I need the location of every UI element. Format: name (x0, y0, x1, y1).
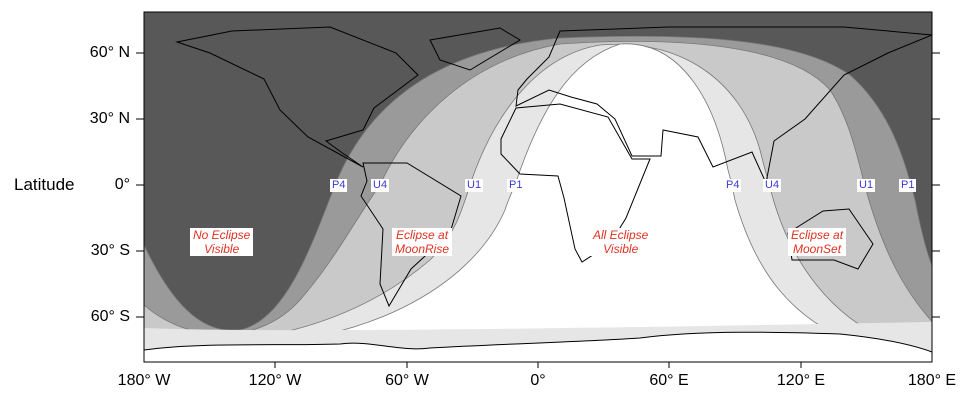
region-label-line: Eclipse at (791, 228, 844, 242)
region-label-line: Visible (603, 242, 639, 256)
australia-outline (787, 208, 874, 270)
region-label-no-eclipse: No Eclipse Visible (190, 228, 254, 256)
curve-label-p4-east: P4 (724, 179, 742, 192)
region-label-moonset: Eclipse at MoonSet (788, 228, 847, 256)
coastlines (175, 26, 932, 308)
north-america-outline (175, 26, 419, 168)
axis-ticks (136, 52, 940, 368)
region-label-line: All Eclipse (593, 228, 649, 242)
lat-tick-0: 0° (114, 176, 130, 193)
region-label-all-eclipse: All Eclipse Visible (590, 228, 652, 256)
lon-tick-60e: 60° E (649, 372, 689, 389)
south-america-outline (360, 162, 462, 308)
curve-label-p4-west: P4 (330, 179, 348, 192)
curve-label-p1-west: P1 (507, 179, 525, 192)
lat-tick-30s: 30° S (90, 242, 130, 259)
lon-tick-180w: 180° W (117, 372, 171, 389)
eurasia-outline (515, 26, 932, 185)
lat-tick-30n: 30° N (89, 110, 130, 127)
curve-label-u1-east: U1 (857, 179, 876, 192)
region-label-line: MoonRise (395, 242, 450, 256)
region-label-line: Eclipse at (396, 228, 449, 242)
lon-tick-60w: 60° W (385, 372, 429, 389)
curve-label-u4-west: U4 (371, 179, 390, 192)
y-axis-title: Latitude (14, 175, 75, 194)
greenland-outline (429, 27, 521, 71)
region-label-line: No Eclipse (193, 228, 251, 242)
region-label-line: Visible (204, 242, 240, 256)
region-label-line: MoonSet (793, 242, 842, 256)
lon-tick-0: 0° (530, 372, 546, 389)
lon-tick-120e: 120° E (776, 372, 826, 389)
all-eclipse-region (208, 43, 901, 362)
lon-tick-180e: 180° E (907, 372, 957, 389)
region-label-moonrise: Eclipse at MoonRise (392, 228, 453, 256)
curve-label-u4-east: U4 (763, 179, 782, 192)
lat-tick-60n: 60° N (89, 44, 130, 61)
curve-label-p1-east: P1 (899, 179, 917, 192)
lat-tick-60s: 60° S (90, 308, 130, 325)
lon-tick-120w: 120° W (248, 372, 302, 389)
curve-label-u1-west: U1 (465, 179, 484, 192)
antarctica (144, 331, 932, 362)
